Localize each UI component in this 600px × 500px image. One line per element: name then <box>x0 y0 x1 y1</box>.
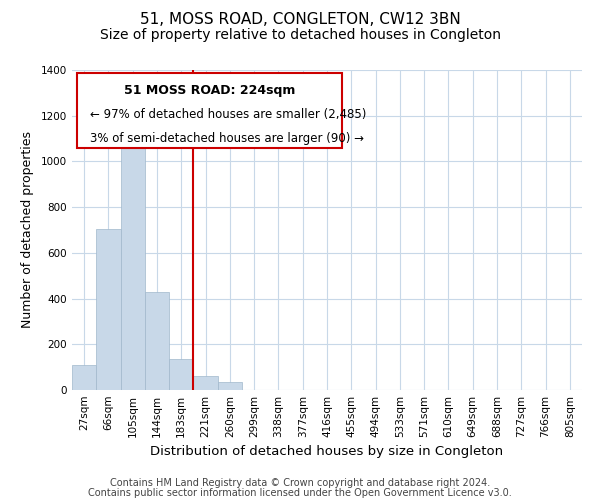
Y-axis label: Number of detached properties: Number of detached properties <box>21 132 34 328</box>
FancyBboxPatch shape <box>77 73 342 148</box>
Bar <box>145 292 169 390</box>
Text: Contains HM Land Registry data © Crown copyright and database right 2024.: Contains HM Land Registry data © Crown c… <box>110 478 490 488</box>
Text: Size of property relative to detached houses in Congleton: Size of property relative to detached ho… <box>100 28 500 42</box>
Text: Contains public sector information licensed under the Open Government Licence v3: Contains public sector information licen… <box>88 488 512 498</box>
Text: 51, MOSS ROAD, CONGLETON, CW12 3BN: 51, MOSS ROAD, CONGLETON, CW12 3BN <box>140 12 460 28</box>
X-axis label: Distribution of detached houses by size in Congleton: Distribution of detached houses by size … <box>151 446 503 458</box>
Bar <box>121 134 145 390</box>
Text: ← 97% of detached houses are smaller (2,485): ← 97% of detached houses are smaller (2,… <box>90 108 366 122</box>
Bar <box>218 382 242 390</box>
Text: 51 MOSS ROAD: 224sqm: 51 MOSS ROAD: 224sqm <box>124 84 295 98</box>
Bar <box>72 365 96 390</box>
Text: 3% of semi-detached houses are larger (90) →: 3% of semi-detached houses are larger (9… <box>90 132 364 145</box>
Bar <box>96 229 121 390</box>
Bar <box>193 376 218 390</box>
Bar <box>169 359 193 390</box>
